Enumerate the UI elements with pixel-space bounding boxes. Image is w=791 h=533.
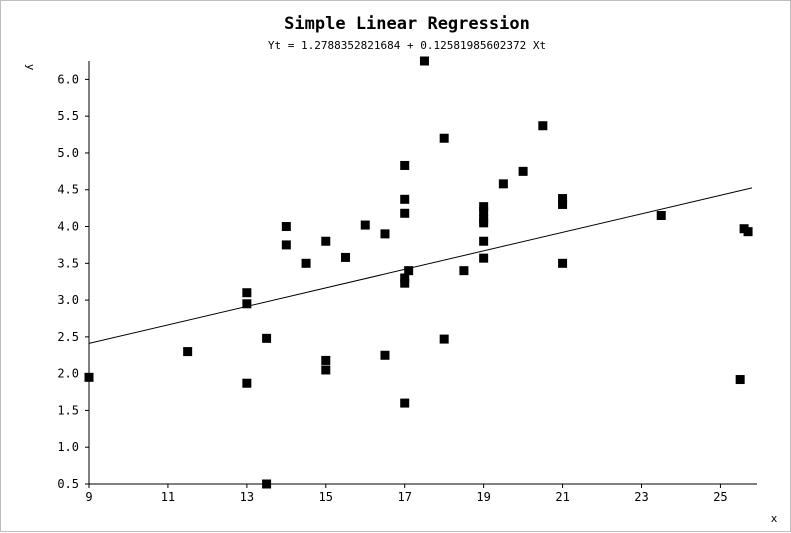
data-point: [400, 273, 410, 283]
data-point: [558, 199, 568, 209]
y-tick-label: 3.5: [57, 256, 79, 270]
regression-line: [88, 187, 753, 344]
x-tick-label: 17: [397, 490, 411, 504]
data-point: [743, 227, 753, 237]
data-point: [400, 398, 410, 408]
x-tick-label: 19: [476, 490, 490, 504]
y-tick-label: 6.0: [57, 72, 79, 86]
y-tick-label: 1.0: [57, 440, 79, 454]
data-point: [479, 218, 489, 228]
x-tick-label: 9: [85, 490, 92, 504]
data-point: [498, 179, 508, 189]
data-point: [404, 266, 414, 276]
data-point: [400, 194, 410, 204]
data-point: [321, 355, 331, 365]
x-tick-label: 23: [634, 490, 648, 504]
data-point: [538, 121, 548, 131]
data-point: [518, 166, 528, 176]
y-tick-label: 3.0: [57, 293, 79, 307]
data-point: [558, 258, 568, 268]
data-point: [400, 160, 410, 170]
data-point: [183, 347, 193, 357]
data-point: [360, 220, 370, 230]
data-point: [380, 229, 390, 239]
data-point: [262, 479, 272, 489]
data-point: [84, 372, 94, 382]
y-tick-label: 0.5: [57, 477, 79, 491]
data-point: [400, 278, 410, 288]
y-axis-ticks: 0.5 1.0 1.5 2.0 2.5 3.0 3.5 4.0 4.5 5.0 5.5 6.0: [57, 72, 89, 491]
data-point: [479, 207, 489, 217]
y-tick-label: 4.0: [57, 220, 79, 234]
data-point: [262, 333, 272, 343]
data-point: [242, 299, 252, 309]
y-tick-label: 4.5: [57, 183, 79, 197]
data-point: [479, 202, 489, 212]
chart-subtitle: Yt = 1.2788352821684 + 0.12581985602372 …: [268, 39, 546, 52]
y-tick-label: 5.0: [57, 146, 79, 160]
data-point: [656, 210, 666, 220]
data-point: [380, 350, 390, 360]
y-tick-label: 2.0: [57, 367, 79, 381]
data-point: [558, 194, 568, 204]
data-point: [281, 240, 291, 250]
data-point: [321, 365, 331, 375]
data-point: [281, 222, 291, 232]
data-point: [321, 236, 331, 246]
data-point: [242, 378, 252, 388]
data-point: [735, 375, 745, 385]
data-point: [301, 258, 311, 268]
data-point: [242, 288, 252, 298]
x-tick-label: 25: [713, 490, 727, 504]
x-tick-label: 11: [161, 490, 175, 504]
y-tick-label: 1.5: [57, 403, 79, 417]
x-axis-label: x: [771, 512, 778, 525]
data-point: [439, 133, 449, 143]
x-axis-ticks: 9 11 13 15 17 19 21 23 25: [85, 484, 728, 504]
data-point: [439, 334, 449, 344]
x-tick-label: 13: [240, 490, 254, 504]
data-point: [341, 252, 351, 262]
chart-title: Simple Linear Regression: [284, 14, 530, 34]
x-tick-label: 21: [555, 490, 569, 504]
data-point: [419, 56, 429, 66]
data-points: [84, 56, 753, 489]
data-point: [479, 253, 489, 263]
data-point: [459, 266, 469, 276]
data-point: [400, 208, 410, 218]
x-tick-label: 15: [319, 490, 333, 504]
y-axis-label: y: [24, 64, 37, 71]
data-point: [479, 236, 489, 246]
y-tick-label: 5.5: [57, 109, 79, 123]
y-tick-label: 2.5: [57, 330, 79, 344]
